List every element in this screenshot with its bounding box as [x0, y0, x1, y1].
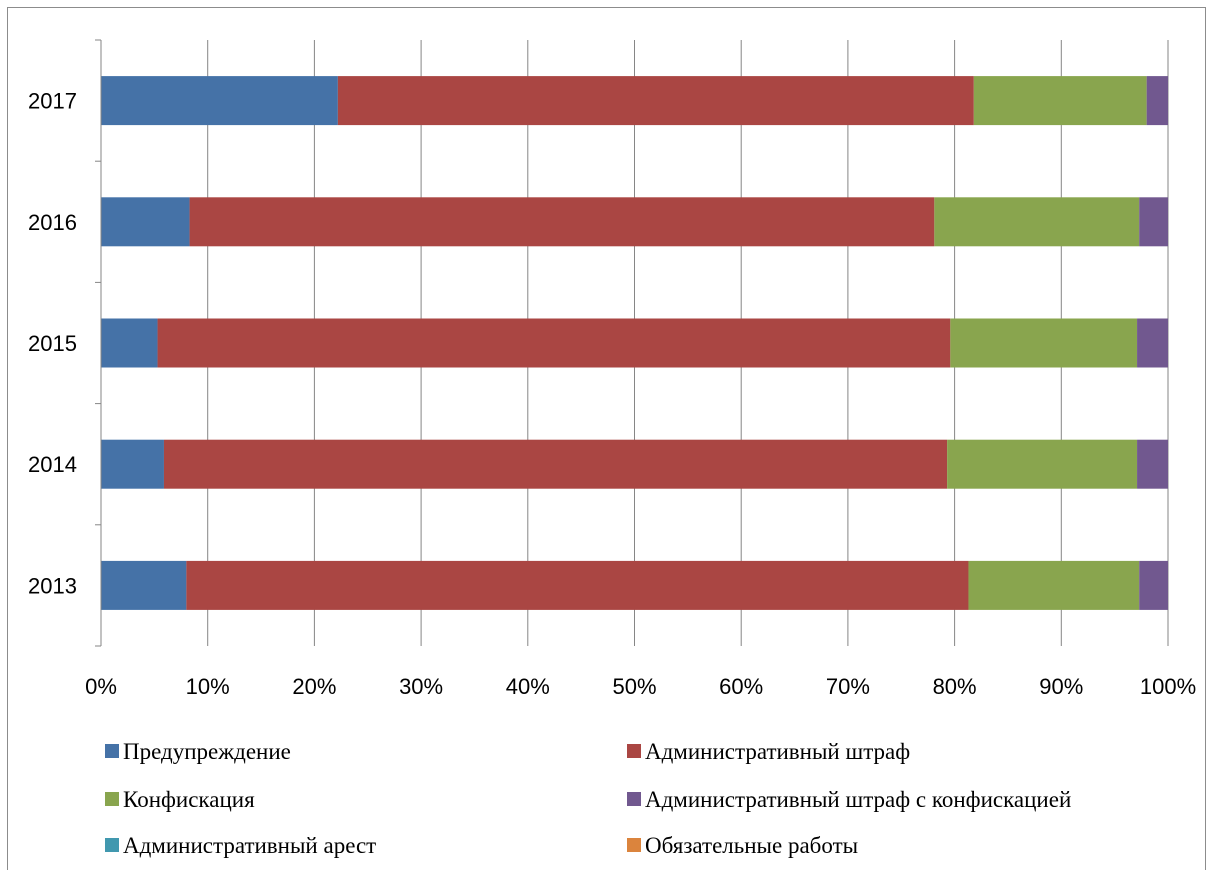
y-tick-label: 2013	[28, 573, 77, 598]
bar-segment	[947, 439, 1138, 489]
x-tick-label: 20%	[292, 674, 336, 699]
bar-segment	[934, 197, 1140, 247]
bar-segment	[189, 197, 935, 247]
bar-segment	[101, 318, 158, 368]
legend-label: Административный арест	[123, 833, 376, 858]
legend-swatch	[627, 792, 641, 806]
x-tick-label: 0%	[85, 674, 117, 699]
x-tick-label: 60%	[719, 674, 763, 699]
bar-segment	[1146, 76, 1168, 126]
legend-label: Предупреждение	[123, 739, 291, 764]
legend-swatch	[105, 838, 119, 852]
legend-swatch	[105, 792, 119, 806]
axes: 0% 10% 20% 30% 40% 50% 60% 70% 80% 90% 100% 2013 201…	[28, 39, 1196, 699]
x-tick-label: 50%	[612, 674, 656, 699]
bar-segment	[101, 76, 338, 126]
legend-label: Обязательные работы	[645, 833, 858, 858]
bar-segment	[163, 439, 948, 489]
x-tick-label: 30%	[399, 674, 443, 699]
y-tick-label: 2016	[28, 210, 77, 235]
bar-segment	[950, 318, 1138, 368]
bar-segment	[186, 560, 969, 610]
x-tick-label: 70%	[826, 674, 870, 699]
x-tick-label: 90%	[1039, 674, 1083, 699]
bar-segment	[1137, 318, 1168, 368]
bar-segment	[337, 76, 974, 126]
x-tick-label: 100%	[1140, 674, 1196, 699]
legend-label: Административный штраф	[645, 739, 910, 764]
bar-segment	[1139, 560, 1168, 610]
x-tick-label: 10%	[186, 674, 230, 699]
y-tick-label: 2017	[28, 89, 77, 114]
x-tick-label: 80%	[933, 674, 977, 699]
legend-swatch	[627, 744, 641, 758]
bar-segment	[973, 76, 1147, 126]
legend-swatch	[627, 838, 641, 852]
chart-border	[7, 7, 1206, 870]
bar-segment	[1137, 439, 1168, 489]
bars	[101, 76, 1168, 610]
bar-segment	[101, 560, 187, 610]
legend-label: Конфискация	[123, 787, 255, 812]
legend-label: Административный штраф с конфискацией	[645, 787, 1071, 812]
legend: Предупреждение Административный штраф Конф…	[105, 739, 1071, 858]
bar-segment	[101, 197, 190, 247]
legend-swatch	[105, 744, 119, 758]
y-tick-label: 2015	[28, 331, 77, 356]
bar-segment	[968, 560, 1140, 610]
y-tick-label: 2014	[28, 452, 77, 477]
x-tick-label: 40%	[506, 674, 550, 699]
bar-segment	[157, 318, 951, 368]
bar-segment	[1139, 197, 1168, 247]
bar-segment	[101, 439, 164, 489]
